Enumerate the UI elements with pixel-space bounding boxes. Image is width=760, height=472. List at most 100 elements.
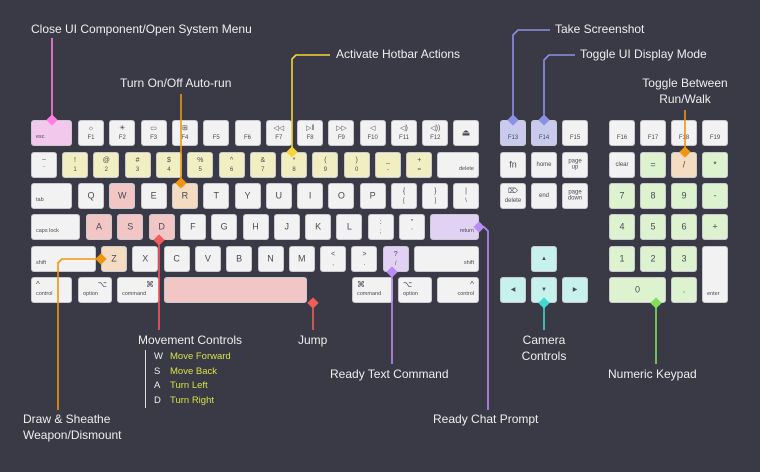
key-*[interactable]: * bbox=[702, 152, 728, 178]
key-=[interactable]: = bbox=[640, 152, 666, 178]
key-l[interactable]: L bbox=[336, 214, 363, 240]
key-4[interactable]: 4 bbox=[609, 214, 635, 240]
key-y[interactable]: Y bbox=[234, 183, 261, 209]
key-6[interactable]: 6 bbox=[671, 214, 697, 240]
key-][interactable]: }] bbox=[422, 183, 449, 209]
key-'[interactable]: " ' bbox=[399, 214, 425, 240]
key-;[interactable]: :; bbox=[367, 214, 394, 240]
key-5[interactable]: % 5 bbox=[187, 152, 214, 178]
key-2[interactable]: 2 bbox=[640, 246, 666, 272]
key-8[interactable]: 8 bbox=[640, 183, 666, 209]
key-9[interactable]: 9 bbox=[671, 183, 697, 209]
key-p[interactable]: P bbox=[359, 183, 386, 209]
key-space[interactable] bbox=[164, 277, 307, 303]
key-g[interactable]: G bbox=[211, 214, 238, 240]
key-k[interactable]: K bbox=[305, 214, 332, 240]
key-m[interactable]: M bbox=[288, 246, 315, 272]
key-z[interactable]: Z bbox=[101, 246, 127, 272]
key-⏏[interactable]: ⏏ bbox=[453, 120, 479, 146]
key-=[interactable]: + = bbox=[406, 152, 433, 178]
key-clear[interactable]: clear bbox=[609, 152, 635, 178]
key-f5[interactable]: F5 bbox=[203, 120, 230, 146]
key-w[interactable]: W bbox=[109, 183, 136, 209]
key-page-up[interactable]: page up bbox=[562, 152, 588, 178]
key-q[interactable]: Q bbox=[78, 183, 104, 209]
key-o[interactable]: O bbox=[328, 183, 355, 209]
key-1[interactable]: 1 bbox=[609, 246, 635, 272]
key-end[interactable]: end bbox=[531, 183, 557, 209]
key-▲[interactable]: ▲ bbox=[531, 246, 557, 272]
key-3[interactable]: #3 bbox=[124, 152, 151, 178]
key-i[interactable]: I bbox=[297, 183, 324, 209]
key-tab[interactable]: tab bbox=[31, 183, 72, 209]
key-2[interactable]: @2 bbox=[93, 152, 120, 178]
key-j[interactable]: J bbox=[273, 214, 300, 240]
key-.[interactable]: . bbox=[671, 277, 697, 303]
key-b[interactable]: B bbox=[226, 246, 253, 272]
key-c[interactable]: C bbox=[163, 246, 190, 272]
key-f[interactable]: F bbox=[179, 214, 206, 240]
key-f8[interactable]: ▷‖ F8 bbox=[297, 120, 324, 146]
key-5[interactable]: 5 bbox=[640, 214, 666, 240]
key-r[interactable]: R bbox=[171, 183, 198, 209]
key-/[interactable]: ? / bbox=[382, 246, 409, 272]
key-label: > bbox=[362, 251, 367, 258]
key-f16[interactable]: F16 bbox=[609, 120, 635, 146]
key-▶[interactable]: ▶ bbox=[562, 277, 588, 303]
key-x[interactable]: X bbox=[132, 246, 159, 272]
key-enter[interactable]: enter bbox=[702, 246, 728, 303]
key-\[interactable]: | \ bbox=[453, 183, 479, 209]
key-3[interactable]: 3 bbox=[671, 246, 697, 272]
key-control[interactable]: ^ control bbox=[437, 277, 479, 303]
key-home[interactable]: home bbox=[531, 152, 557, 178]
key-[[interactable]: {[ bbox=[391, 183, 417, 209]
key-command[interactable]: ⌘ command bbox=[117, 277, 159, 303]
key-page-down[interactable]: page down bbox=[562, 183, 588, 209]
key-f6[interactable]: F6 bbox=[234, 120, 261, 146]
key-6[interactable]: ^ 6 bbox=[218, 152, 245, 178]
key-shift[interactable]: shift bbox=[414, 246, 479, 272]
key-0[interactable]: ) 0 bbox=[343, 152, 370, 178]
key-f1[interactable]: ☼ F1 bbox=[78, 120, 104, 146]
key-f9[interactable]: ▷▷ F9 bbox=[328, 120, 355, 146]
key-d[interactable]: D bbox=[148, 214, 175, 240]
key-u[interactable]: U bbox=[265, 183, 292, 209]
key-7[interactable]: 7 bbox=[609, 183, 635, 209]
key-◀[interactable]: ◀ bbox=[500, 277, 526, 303]
key-delete[interactable]: ⌦ delete bbox=[500, 183, 526, 209]
key-f7[interactable]: ◁◁ F7 bbox=[265, 120, 292, 146]
key-caps-lock[interactable]: caps lock bbox=[31, 214, 80, 240]
key-control[interactable]: ^ control bbox=[31, 277, 72, 303]
key-delete[interactable]: delete bbox=[437, 152, 479, 178]
key-h[interactable]: H bbox=[242, 214, 269, 240]
key-f18[interactable]: F18 bbox=[671, 120, 697, 146]
key-fn[interactable]: fn bbox=[500, 152, 526, 178]
key-,[interactable]: <, bbox=[320, 246, 347, 272]
key-f3[interactable]: ▭ F3 bbox=[140, 120, 167, 146]
key-f19[interactable]: F19 bbox=[702, 120, 728, 146]
key-a[interactable]: A bbox=[86, 214, 112, 240]
key-t[interactable]: T bbox=[203, 183, 230, 209]
key--[interactable]: _ - bbox=[375, 152, 401, 178]
key-7[interactable]: & 7 bbox=[249, 152, 276, 178]
label-toggle-ui: Toggle UI Display Mode bbox=[580, 47, 707, 61]
key-e[interactable]: E bbox=[140, 183, 167, 209]
key-+[interactable]: + bbox=[702, 214, 728, 240]
key-option[interactable]: ⌥ option bbox=[398, 277, 432, 303]
key--[interactable]: - bbox=[702, 183, 728, 209]
key-f17[interactable]: F17 bbox=[640, 120, 666, 146]
key-f2[interactable]: ☀ F2 bbox=[109, 120, 136, 146]
key-f15[interactable]: F15 bbox=[562, 120, 588, 146]
key-option[interactable]: ⌥ option bbox=[78, 277, 112, 303]
key-s[interactable]: S bbox=[117, 214, 144, 240]
key-f10[interactable]: ◁ F10 bbox=[359, 120, 386, 146]
key-f11[interactable]: ◁) F11 bbox=[391, 120, 417, 146]
key-.[interactable]: >. bbox=[351, 246, 378, 272]
key-v[interactable]: V bbox=[194, 246, 221, 272]
key-f4[interactable]: ⊞ F4 bbox=[171, 120, 198, 146]
key-n[interactable]: N bbox=[257, 246, 284, 272]
key-1[interactable]: ! 1 bbox=[62, 152, 88, 178]
key-9[interactable]: (9 bbox=[312, 152, 339, 178]
key-f12[interactable]: ◁)) F12 bbox=[422, 120, 449, 146]
key-`[interactable]: ~ ` bbox=[31, 152, 57, 178]
